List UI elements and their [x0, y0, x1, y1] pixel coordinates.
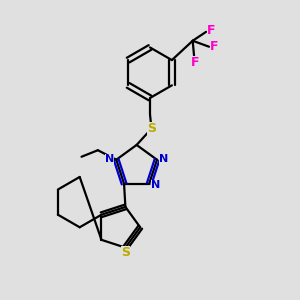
Text: S: S [121, 247, 130, 260]
Text: N: N [105, 154, 114, 164]
Text: S: S [147, 122, 156, 135]
Text: F: F [207, 25, 215, 38]
Text: N: N [159, 154, 168, 164]
Text: F: F [210, 40, 219, 53]
Text: N: N [151, 180, 160, 190]
Text: F: F [191, 56, 199, 69]
